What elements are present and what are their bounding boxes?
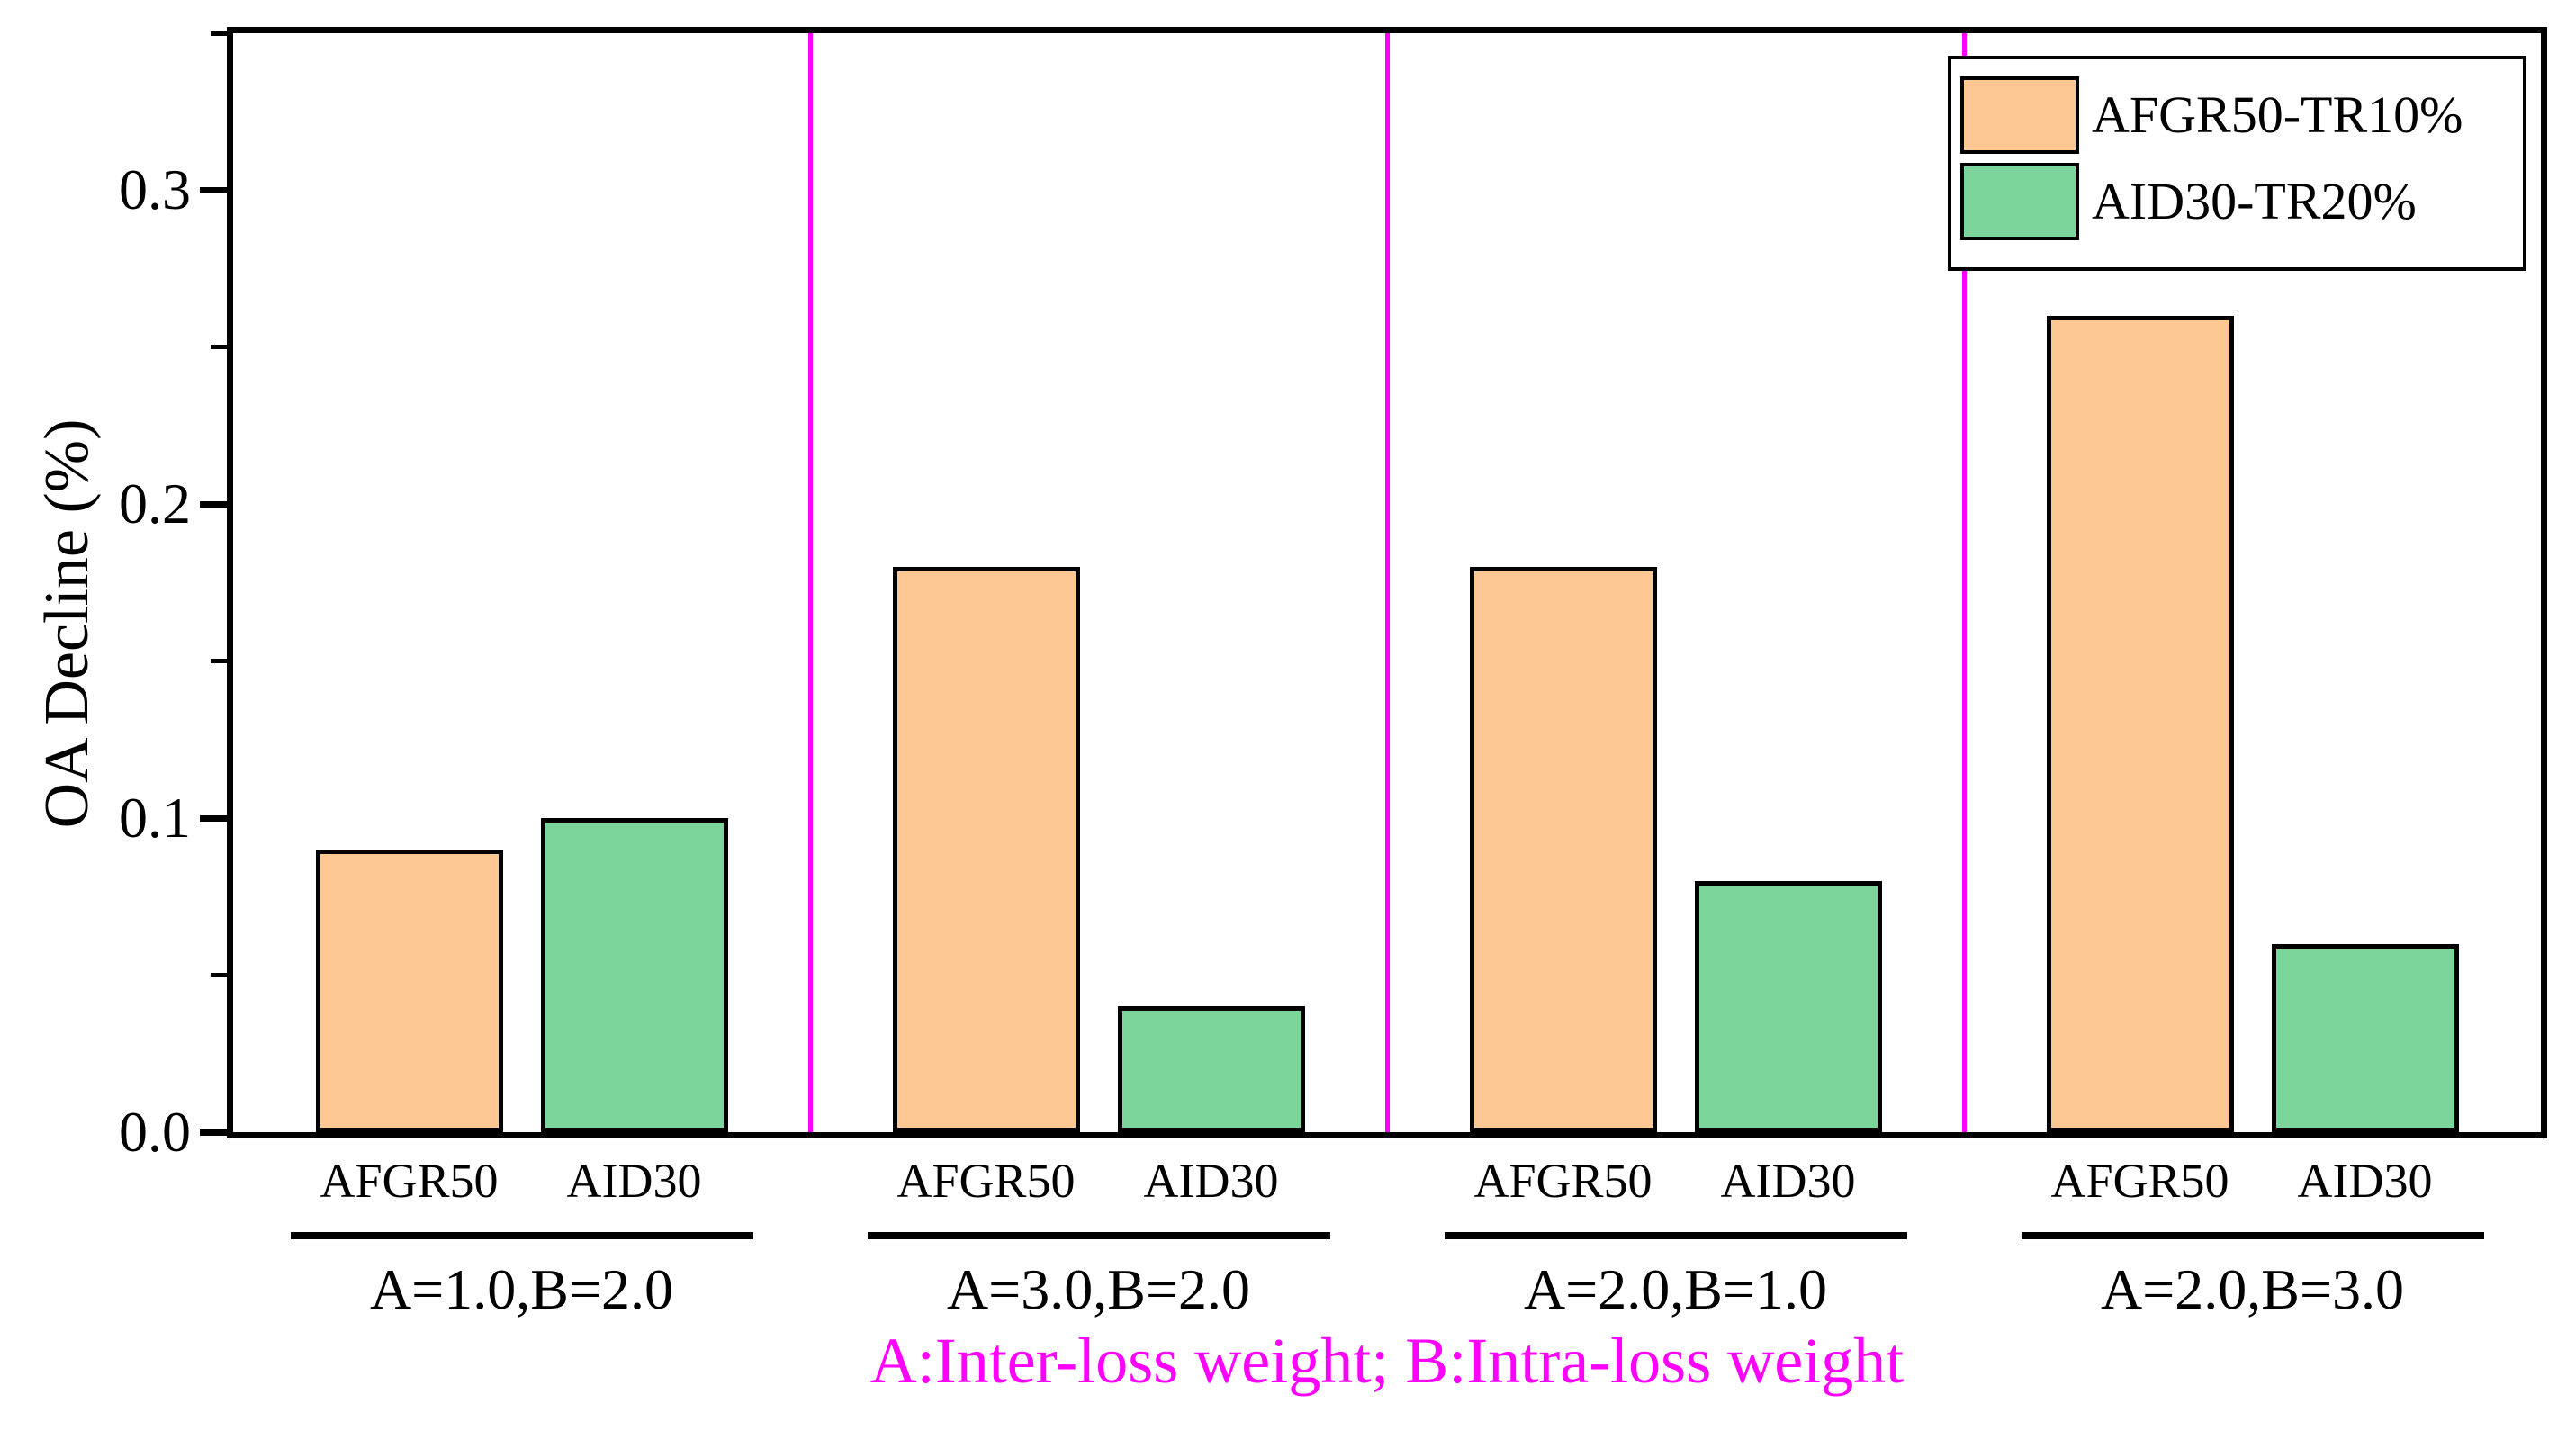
bar-aid30-group3 [1694, 881, 1882, 1132]
bar-afgr50-group1 [315, 850, 503, 1132]
y-major-tick [200, 814, 227, 822]
y-major-tick [200, 500, 227, 508]
group-label: A=3.0,B=2.0 [946, 1257, 1251, 1321]
group-underline [1444, 1232, 1907, 1239]
y-tick-label: 0.1 [119, 786, 191, 850]
y-minor-tick [211, 973, 227, 978]
y-minor-tick [211, 659, 227, 664]
group-separator-line [1961, 33, 1967, 1132]
group-underline [867, 1232, 1330, 1239]
y-tick-label: 0.2 [119, 472, 191, 536]
group-label: A=1.0,B=2.0 [369, 1257, 674, 1321]
y-tick-label: 0.3 [119, 157, 191, 222]
bar-aid30-group1 [540, 818, 728, 1132]
y-major-tick [200, 186, 227, 193]
chart-caption: A:Inter-loss weight; B:Intra-loss weight [869, 1325, 1905, 1397]
group-separator-line [807, 33, 813, 1132]
bar-tick-label: AFGR50 [2050, 1154, 2229, 1208]
bar-tick-label: AFGR50 [896, 1154, 1076, 1208]
y-tick-label: 0.0 [119, 1100, 191, 1164]
bar-tick-label: AFGR50 [1473, 1154, 1653, 1208]
y-major-tick [200, 1129, 227, 1136]
group-underline [2021, 1232, 2484, 1239]
bar-aid30-group4 [2271, 944, 2459, 1132]
bar-afgr50-group4 [2046, 316, 2234, 1132]
bar-tick-label: AFGR50 [320, 1154, 499, 1208]
legend-label: AID30-TR20% [2092, 172, 2417, 230]
y-axis-title: OA Decline (%) [32, 418, 102, 829]
bar-aid30-group2 [1117, 1006, 1305, 1132]
legend-box: AFGR50-TR10% AID30-TR20% [1948, 56, 2526, 271]
plot-area [233, 33, 2541, 1132]
bar-tick-label: AID30 [566, 1154, 702, 1208]
legend-entry-afgr50: AFGR50-TR10% [1960, 72, 2523, 158]
legend-swatch-orange-icon [1960, 76, 2079, 154]
bar-tick-label: AID30 [1720, 1154, 1856, 1208]
bar-tick-label: AID30 [2297, 1154, 2433, 1208]
legend-label: AFGR50-TR10% [2092, 85, 2463, 144]
bar-afgr50-group3 [1469, 567, 1657, 1132]
legend-entry-aid30: AID30-TR20% [1960, 158, 2523, 245]
group-underline [290, 1232, 753, 1239]
y-minor-tick [211, 31, 227, 36]
legend-swatch-green-icon [1960, 163, 2079, 240]
group-label: A=2.0,B=1.0 [1523, 1257, 1828, 1321]
y-minor-tick [211, 345, 227, 350]
bar-afgr50-group2 [892, 567, 1080, 1132]
bar-tick-label: AID30 [1143, 1154, 1279, 1208]
group-separator-line [1384, 33, 1390, 1132]
group-label: A=2.0,B=3.0 [2100, 1257, 2405, 1321]
